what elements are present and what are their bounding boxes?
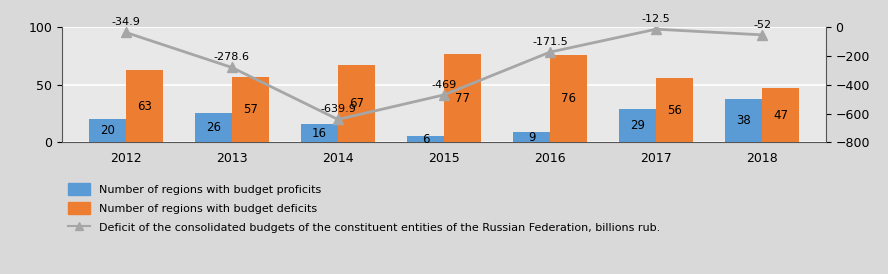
Bar xyxy=(338,65,375,142)
Text: 9: 9 xyxy=(527,131,535,144)
Text: 6: 6 xyxy=(422,133,429,145)
Bar xyxy=(194,113,232,142)
Bar xyxy=(762,89,799,142)
Bar xyxy=(444,54,481,142)
Bar xyxy=(656,78,694,142)
Text: -639.9: -639.9 xyxy=(320,104,356,115)
Text: 63: 63 xyxy=(137,100,152,113)
Bar xyxy=(89,119,126,142)
Legend: Number of regions with budget proficits, Number of regions with budget deficits,: Number of regions with budget proficits,… xyxy=(67,182,660,233)
Text: 77: 77 xyxy=(455,92,470,105)
Bar xyxy=(232,77,269,142)
Text: 20: 20 xyxy=(99,124,115,138)
Bar xyxy=(513,132,550,142)
Bar xyxy=(619,109,656,142)
Text: -52: -52 xyxy=(753,20,772,30)
Text: 29: 29 xyxy=(630,119,645,132)
Bar xyxy=(550,55,587,142)
Text: 76: 76 xyxy=(561,92,576,105)
Bar xyxy=(407,136,444,142)
Text: 47: 47 xyxy=(773,109,789,122)
Text: 57: 57 xyxy=(243,103,258,116)
Text: -278.6: -278.6 xyxy=(214,52,250,62)
Text: 38: 38 xyxy=(736,114,751,127)
Text: 26: 26 xyxy=(206,121,221,134)
Text: -171.5: -171.5 xyxy=(532,37,568,47)
Text: -12.5: -12.5 xyxy=(642,14,670,24)
Text: 67: 67 xyxy=(349,98,364,110)
Bar xyxy=(301,124,338,142)
Text: 16: 16 xyxy=(312,127,327,140)
Text: -469: -469 xyxy=(432,80,456,90)
Text: 56: 56 xyxy=(667,104,682,117)
Bar xyxy=(725,99,762,142)
Text: -34.9: -34.9 xyxy=(111,17,140,27)
Bar xyxy=(126,70,163,142)
